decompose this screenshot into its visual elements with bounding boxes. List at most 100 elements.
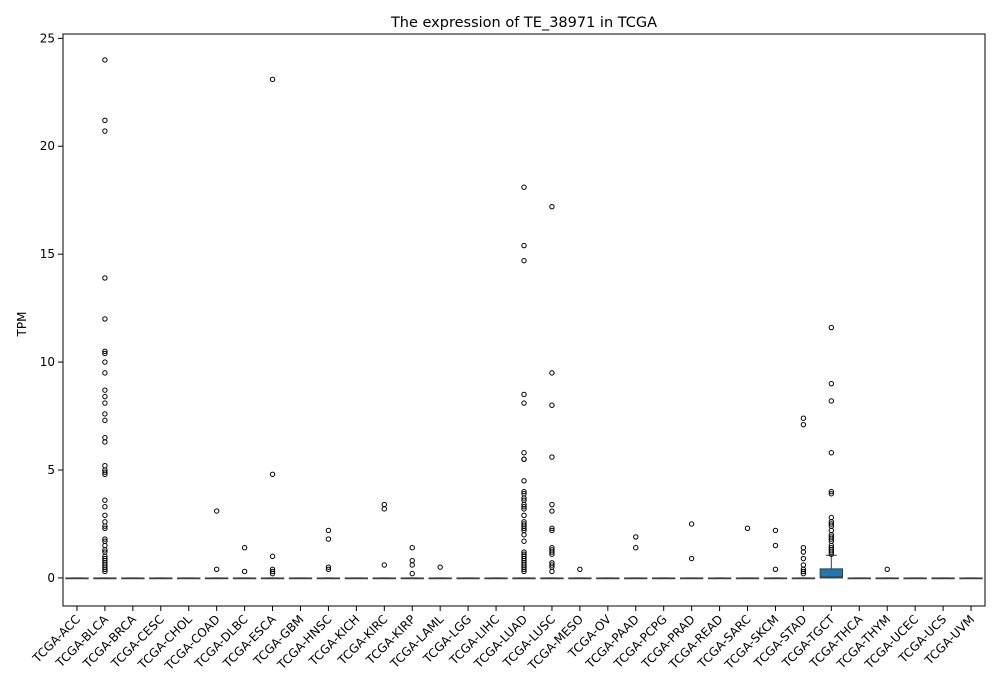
outlier-point (800, 570, 807, 577)
box-tcga-paad (624, 534, 648, 580)
outlier-point (102, 439, 108, 445)
outlier-point (102, 519, 108, 525)
outlier-point (381, 501, 388, 508)
outlier-point (633, 534, 639, 540)
outlier-point (521, 506, 527, 512)
box-tcga-brca (121, 577, 145, 580)
y-tick-label: 10 (40, 355, 55, 369)
outlier-point (269, 568, 276, 575)
outlier-point (521, 512, 527, 519)
outlier-point (828, 491, 835, 497)
box-tcga-ov (596, 577, 620, 580)
outlier-point (521, 450, 527, 456)
outlier-point (828, 514, 835, 521)
box-tcga-chol (177, 577, 201, 580)
box-tcga-hnsc (316, 527, 341, 580)
box-tcga-lihc (484, 577, 508, 580)
box-tcga-thym (875, 566, 899, 580)
outlier-point (549, 551, 555, 557)
outlier-point (102, 512, 108, 519)
outlier-point (521, 478, 527, 484)
outlier-point (828, 380, 835, 387)
outlier-point (549, 402, 555, 408)
outlier-point (800, 549, 807, 555)
box-tcga-kich (344, 577, 369, 580)
outlier-point (325, 566, 332, 573)
outlier-point (325, 564, 332, 570)
outlier-point (102, 525, 108, 531)
box-tcga-read (707, 577, 732, 580)
outlier-point (800, 415, 807, 421)
box-tcga-lusc (540, 203, 564, 580)
outlier-point (633, 545, 639, 551)
outlier-point (102, 348, 108, 354)
outlier-point (102, 370, 108, 376)
outlier-point (521, 257, 527, 264)
outlier-point (828, 521, 835, 527)
outlier-point (102, 411, 108, 417)
outlier-point (102, 350, 108, 357)
plot-frame (62, 33, 986, 607)
outlier-point (102, 566, 108, 573)
outlier-point (102, 462, 108, 469)
box-tcga-esca (260, 76, 285, 580)
outlier-point (269, 570, 276, 577)
outlier-point (688, 555, 695, 562)
outlier-point (884, 566, 890, 573)
outlier-point (521, 400, 527, 406)
box-tcga-laml (428, 564, 452, 580)
outlier-point (102, 469, 108, 475)
outlier-point (381, 562, 388, 568)
outlier-point (828, 324, 835, 331)
chart-title: The expression of TE_38971 in TCGA (390, 15, 657, 31)
box-tcga-skcm (763, 527, 788, 580)
outlier-point (102, 393, 108, 400)
outlier-point (521, 488, 527, 495)
outlier-point (102, 128, 108, 134)
outlier-point (213, 508, 220, 514)
outlier-point (409, 562, 415, 568)
outlier-point (102, 316, 108, 322)
outlier-point (102, 547, 108, 553)
outlier-point (828, 488, 835, 495)
box-tcga-thca (847, 577, 871, 580)
outlier-point (102, 400, 108, 406)
outlier-point (549, 568, 555, 575)
outlier-point (521, 525, 527, 531)
outlier-point (521, 568, 527, 575)
box-tcga-pcpg (652, 577, 676, 580)
outlier-point (102, 359, 108, 365)
outlier-point (102, 536, 108, 542)
outlier-point (102, 275, 108, 281)
outlier-point (325, 536, 332, 542)
outlier-point (102, 471, 108, 478)
outlier-point (241, 545, 248, 551)
outlier-point (102, 387, 108, 393)
outlier-point (437, 564, 443, 570)
box-tcga-meso (568, 566, 592, 580)
outlier-point (409, 570, 415, 577)
box-tcga-sarc (735, 525, 760, 580)
outlier-point (772, 542, 779, 549)
outlier-point (521, 242, 527, 249)
box-tcga-kirc (372, 501, 396, 580)
outlier-point (549, 562, 555, 568)
outlier-point (521, 495, 527, 501)
outlier-point (828, 398, 835, 404)
outlier-point (549, 203, 555, 210)
outlier-point (521, 566, 527, 573)
box-tcga-ucec (903, 577, 927, 580)
outlier-point (102, 57, 108, 63)
outlier-point (269, 471, 276, 478)
box-tcga-tgct (819, 324, 844, 579)
box-tcga-acc (65, 577, 89, 580)
y-tick-label: 5 (47, 463, 55, 477)
outlier-point (102, 523, 108, 529)
outlier-point (102, 542, 108, 549)
outlier-point (688, 521, 695, 527)
outlier-point (800, 545, 807, 551)
outlier-point (102, 417, 108, 424)
box-tcga-prad (679, 521, 704, 580)
outlier-point (213, 566, 220, 573)
outlier-point (800, 568, 807, 575)
